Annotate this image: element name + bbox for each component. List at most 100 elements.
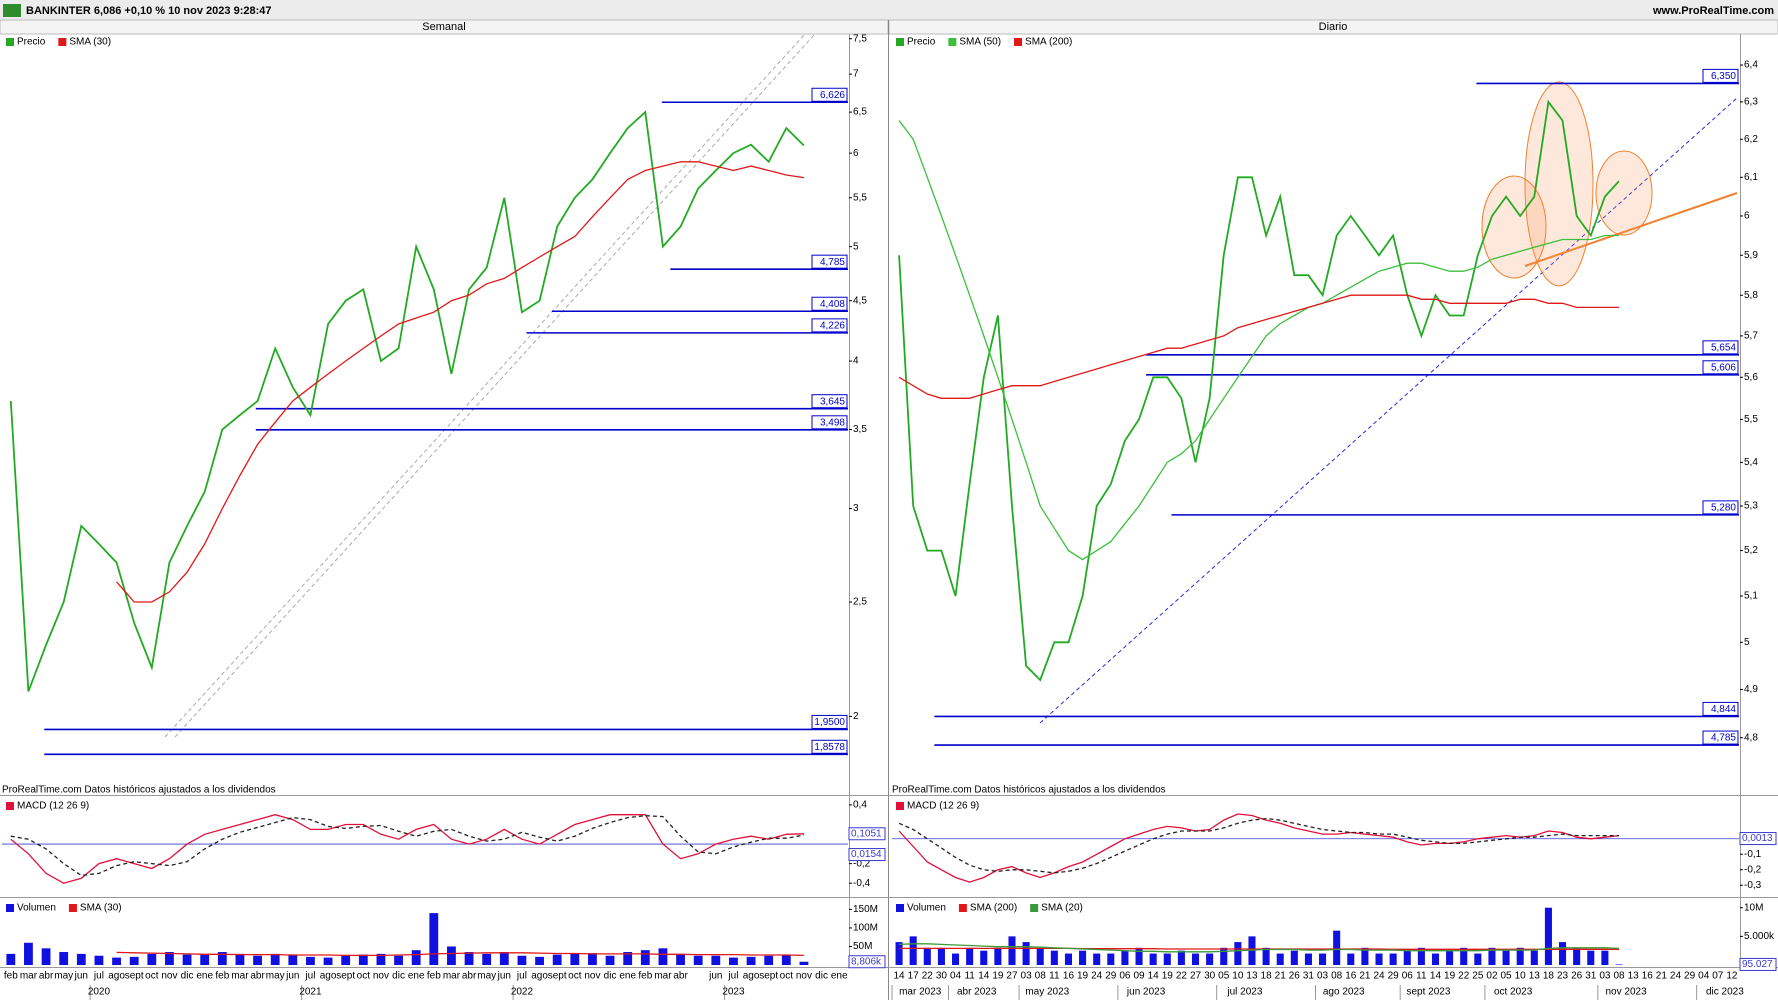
volume-bar — [552, 954, 562, 965]
x-tick-label: 24 — [1373, 971, 1385, 982]
volume-bar — [1333, 930, 1341, 965]
volume-bar — [1446, 950, 1454, 965]
legend-label: SMA (50) — [959, 37, 1001, 48]
volume-bar — [1290, 950, 1298, 965]
x-tick-label: dic — [392, 971, 405, 982]
volume-bar — [711, 955, 721, 965]
y-tick-label: 5 — [853, 241, 859, 252]
volume-bar — [41, 948, 51, 965]
x-tick-label: abr — [673, 971, 688, 982]
x-tick-label: 17 — [908, 971, 920, 982]
x-tick-label: 27 — [1190, 971, 1202, 982]
x-tick-label: 05 — [1501, 971, 1513, 982]
value-box — [1739, 957, 1777, 971]
series-line — [898, 294, 1619, 399]
y-tick-label: 100M — [853, 923, 878, 934]
x-tick-label: 26 — [1571, 971, 1583, 982]
volume-bar — [24, 942, 33, 965]
level-box — [1702, 340, 1739, 355]
level-label: 5,606 — [1711, 362, 1736, 373]
x-tick-label: 23 — [1557, 971, 1569, 982]
series-line — [898, 813, 1620, 883]
volume-bar — [909, 936, 917, 965]
legend-label: Precio — [907, 37, 936, 48]
volume-bar — [1276, 953, 1284, 965]
level-box — [811, 254, 848, 269]
level-label: 5,654 — [1711, 342, 1736, 353]
x-tick-label: dic — [815, 971, 828, 982]
volume-bar — [1601, 950, 1609, 965]
x-tick-label: 11 — [1049, 971, 1060, 982]
panel-title: Semanal — [422, 21, 465, 33]
x-tick-label: jul — [93, 971, 104, 982]
x-tick-label: 24 — [1091, 971, 1103, 982]
x-tick-label: abr — [462, 971, 477, 982]
volume-bar — [1177, 950, 1185, 965]
volume-bar — [1516, 947, 1524, 965]
trend-line — [1039, 97, 1738, 724]
x-tick-label: nov — [796, 971, 812, 982]
x-tick-label: jun — [708, 971, 722, 982]
pattern-ellipse — [1595, 150, 1653, 236]
x-tick-label: 04 — [950, 971, 962, 982]
x-tick-label: 18 — [1543, 971, 1555, 982]
level-box — [811, 739, 848, 754]
y-tick-label: 6 — [853, 148, 859, 159]
volume-bar — [270, 953, 280, 965]
volume-bar — [200, 953, 210, 965]
volume-bar — [464, 952, 474, 965]
x-tick-label: ene — [196, 971, 213, 982]
volume-bar — [147, 953, 157, 965]
volume-bar — [1460, 947, 1468, 965]
x-tick-label: nov — [161, 971, 177, 982]
x-tick-label: 22 — [1458, 971, 1470, 982]
legend-swatch — [6, 802, 14, 810]
legend-label: SMA (200) — [1025, 37, 1072, 48]
x-tick-label: 31 — [1585, 971, 1597, 982]
x-tick-label: 09 — [1133, 971, 1145, 982]
legend-swatch — [6, 904, 14, 912]
legend-swatch — [68, 904, 77, 912]
x-tick-label: 25 — [1472, 971, 1484, 982]
y-tick-label: 3,5 — [853, 424, 867, 435]
y-tick-label: 7,5 — [853, 33, 867, 44]
x-group-label: may 2023 — [1025, 987, 1069, 998]
x-tick-label: 19 — [1162, 971, 1174, 982]
x-tick-label: 29 — [1684, 971, 1696, 982]
x-tick-label: sept — [336, 971, 355, 982]
volume-bar — [1022, 942, 1030, 965]
series-line — [10, 814, 804, 884]
x-tick-label: 10 — [1515, 971, 1527, 982]
volume-bar — [1121, 950, 1129, 965]
volume-bar — [799, 961, 809, 965]
level-label: 6,350 — [1711, 71, 1736, 82]
x-tick-label: 05 — [1218, 971, 1230, 982]
x-group-label: jun 2023 — [1126, 987, 1166, 998]
volume-bar — [341, 955, 351, 965]
x-tick-label: jun — [285, 971, 299, 982]
x-tick-label: ago — [531, 971, 548, 982]
x-tick-label: 22 — [922, 971, 934, 982]
x-tick-label: 03 — [1599, 971, 1611, 982]
volume-bar — [994, 947, 1002, 965]
legend-swatch — [896, 904, 904, 912]
volume-bar — [693, 955, 703, 965]
volume-bar — [570, 953, 580, 965]
x-tick-label: sept — [548, 971, 567, 982]
x-tick-label: jul — [727, 971, 738, 982]
level-box — [811, 87, 848, 102]
x-tick-label: 03 — [1317, 971, 1329, 982]
volume-bar — [1163, 953, 1171, 965]
volume-bar — [517, 955, 527, 965]
x-tick-label: jun — [74, 971, 88, 982]
series-line — [116, 951, 804, 957]
x-tick-label: mar — [443, 971, 461, 982]
volume-bar — [966, 947, 974, 965]
legend-label: MACD (12 26 9) — [17, 801, 89, 812]
volume-bar — [358, 954, 368, 965]
x-tick-label: 27 — [1006, 971, 1018, 982]
volume-bar — [112, 957, 121, 965]
volume-bar — [676, 953, 685, 965]
volume-bar — [923, 947, 931, 965]
volume-bar — [1389, 953, 1397, 965]
